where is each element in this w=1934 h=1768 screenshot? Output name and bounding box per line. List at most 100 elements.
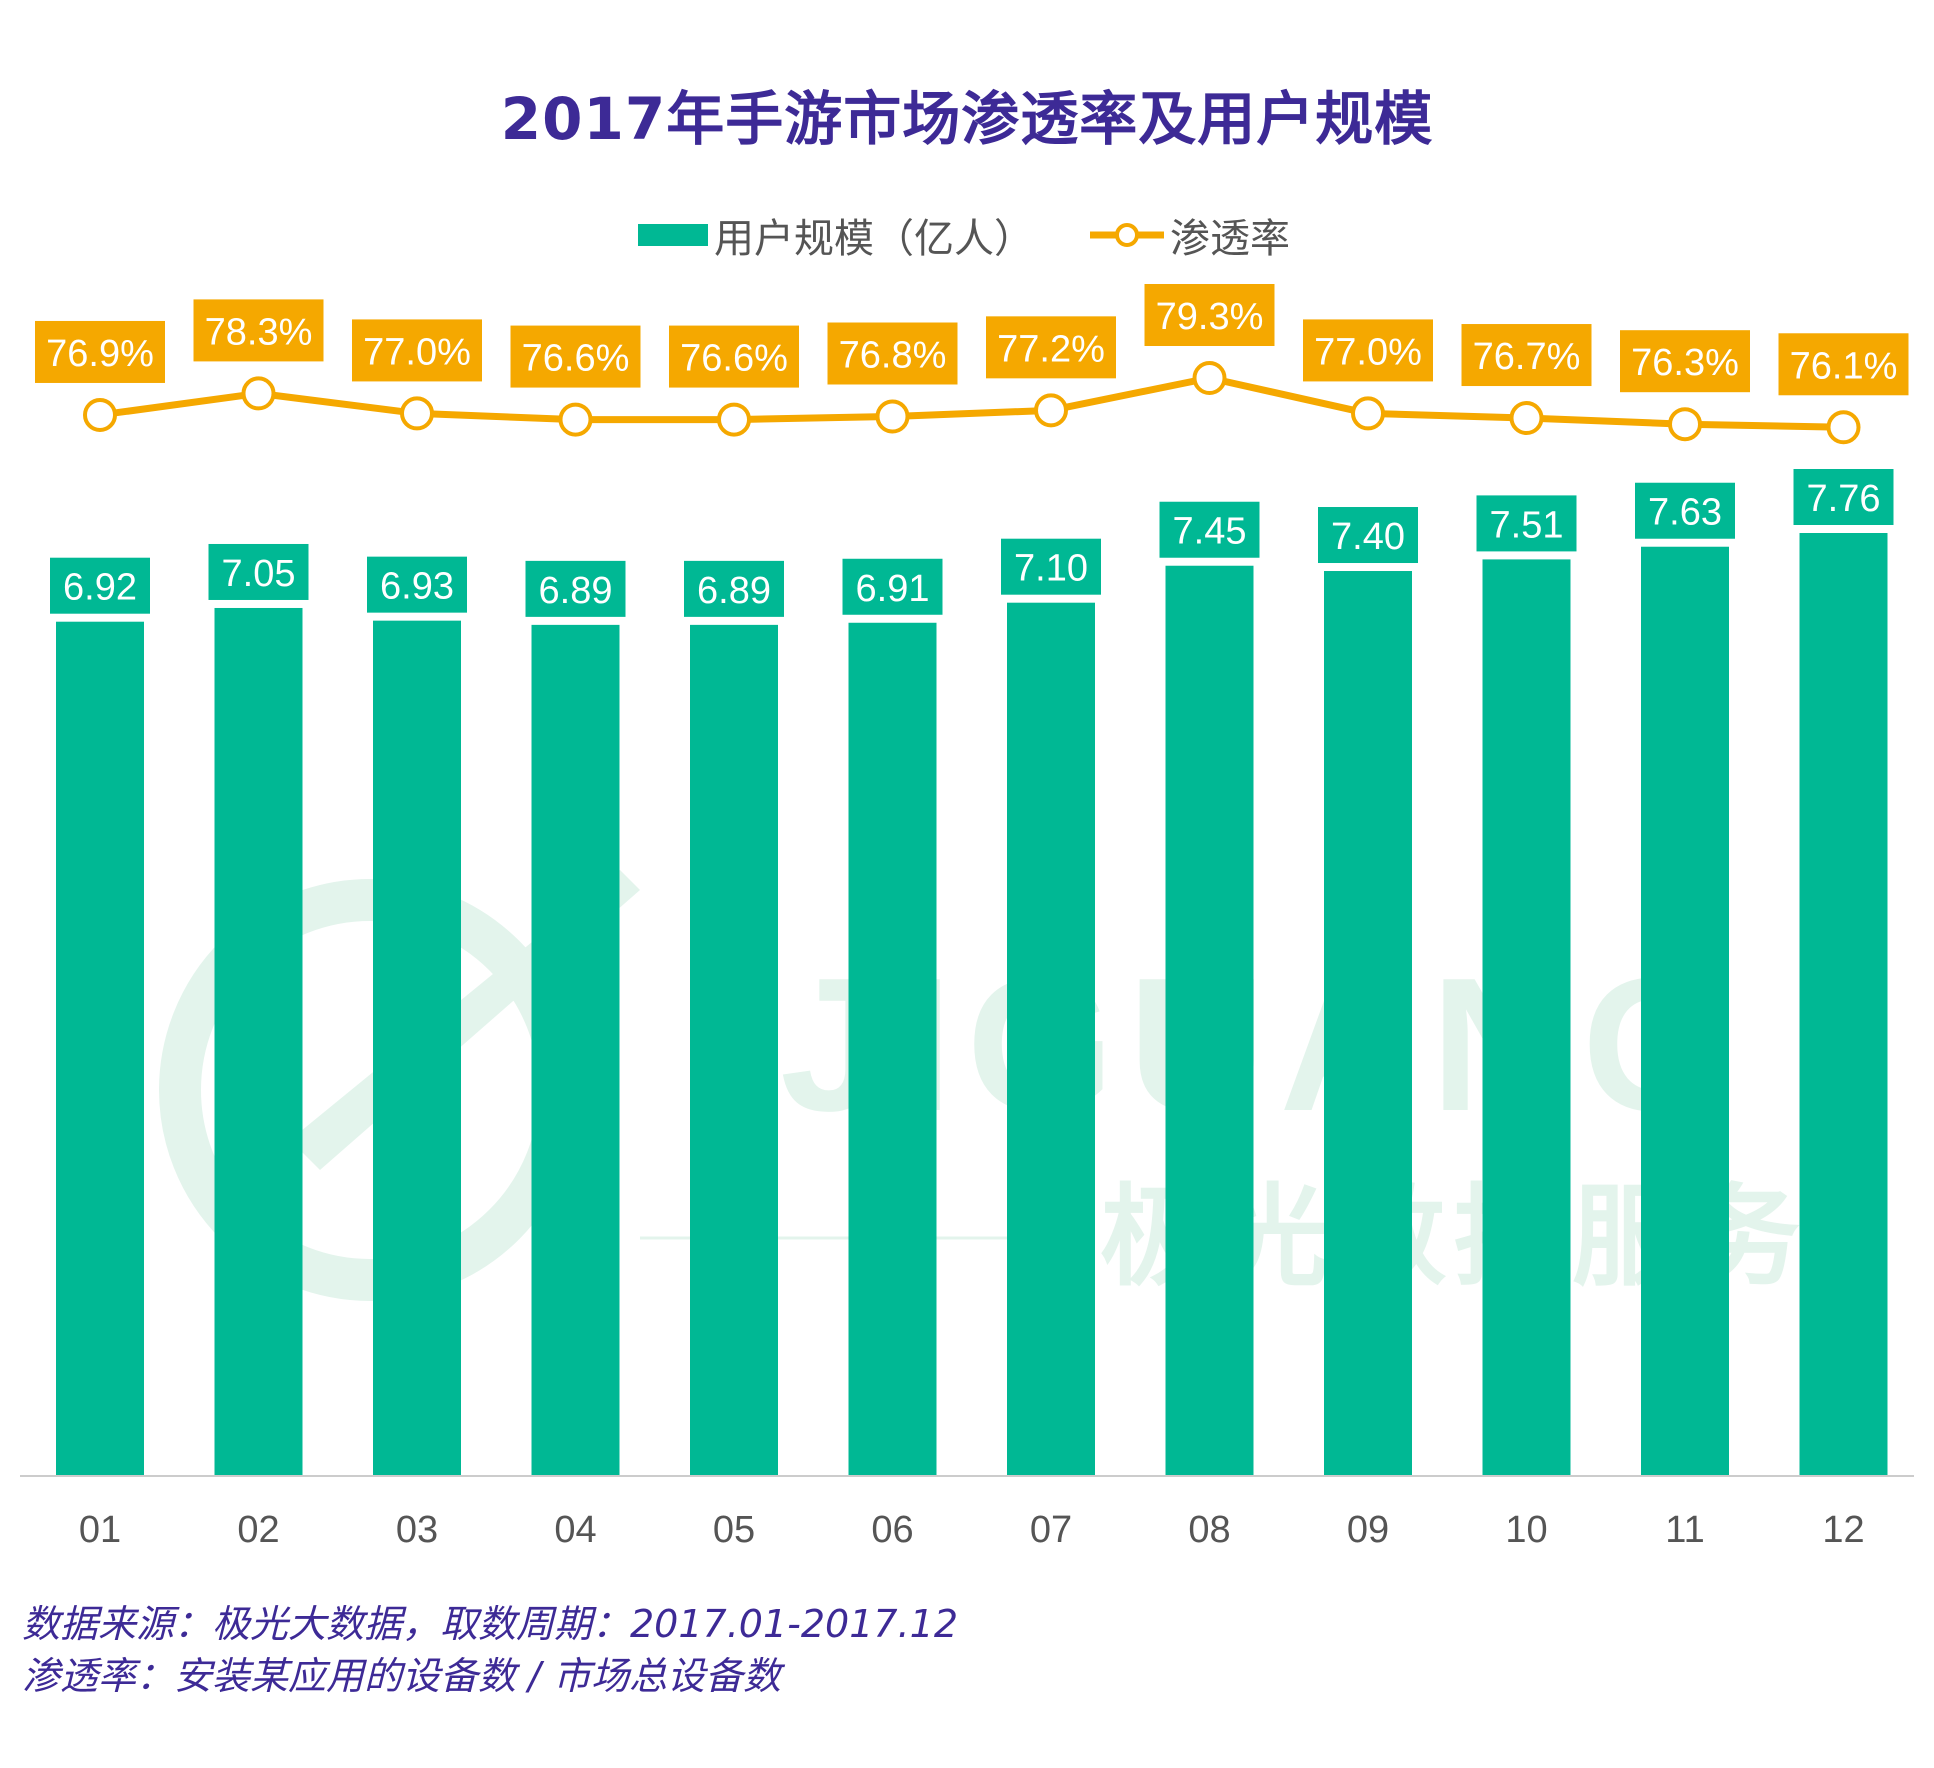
legend-line-label: 渗透率 xyxy=(1170,216,1290,262)
bar-label-box xyxy=(525,560,626,617)
bar-series xyxy=(56,533,1888,1476)
line-point xyxy=(400,396,434,431)
line-label-box xyxy=(1461,324,1592,387)
bar-data-label: 7.51 xyxy=(1490,504,1564,546)
bar xyxy=(1641,546,1729,1476)
bar-label-box xyxy=(208,543,309,600)
chart-area: JIGUANG 极光数据服务 6.92 7.05 6.93 6.89 6.89 6.91 7… xyxy=(20,284,1914,1551)
bar xyxy=(1165,565,1254,1476)
bar-data-label: 7.76 xyxy=(1807,478,1881,520)
bar-label-box xyxy=(1476,495,1577,552)
bar-data-label: 6.89 xyxy=(697,570,771,612)
line-data-label: 76.7% xyxy=(1473,336,1581,378)
x-tick-label: 06 xyxy=(871,1509,913,1551)
line-point xyxy=(875,399,910,434)
bar-data-label: 7.10 xyxy=(1014,548,1088,590)
line-data-label: 76.8% xyxy=(839,335,947,377)
x-tick-label: 05 xyxy=(713,1509,755,1551)
bar-label-box xyxy=(1635,482,1735,539)
line-label-box xyxy=(986,316,1116,379)
watermark-text-latin: JIGUANG xyxy=(780,939,1744,1151)
source-note: 数据来源：极光大数据，取数周期：2017.01-2017.12 xyxy=(22,1602,958,1646)
line-data-label: 76.6% xyxy=(522,338,630,380)
x-tick-label: 12 xyxy=(1822,1509,1864,1551)
x-axis-ticks: 01 02 03 04 05 06 07 08 09 10 11 12 xyxy=(79,1509,1865,1551)
line-label-box xyxy=(669,325,799,388)
chart-title: 2017年手游市场渗透率及用户规模 xyxy=(500,85,1434,153)
line-point xyxy=(1668,407,1702,442)
bar xyxy=(214,607,303,1476)
line-data-label: 77.0% xyxy=(363,331,471,373)
bar-data-label: 6.92 xyxy=(63,567,137,609)
line-point xyxy=(241,376,276,411)
line-label-box xyxy=(1144,284,1275,346)
line-data-label: 76.1% xyxy=(1790,345,1898,387)
line-label-box xyxy=(352,319,482,382)
bar-data-labels: 6.92 7.05 6.93 6.89 6.89 6.91 7.10 7.45 7.40 7.51… xyxy=(50,469,1894,617)
line-label-box xyxy=(510,325,641,388)
bar xyxy=(1482,559,1571,1476)
legend-item-bar: 用户规模（亿人） xyxy=(638,205,1034,265)
line-point xyxy=(1351,396,1385,431)
line-data-label: 78.3% xyxy=(205,311,313,353)
legend-line-swatch xyxy=(1090,223,1164,247)
line-point xyxy=(1034,393,1068,428)
bar xyxy=(848,622,937,1476)
line-data-label: 77.2% xyxy=(997,328,1105,370)
line-label-box xyxy=(1303,319,1433,382)
x-tick-label: 04 xyxy=(554,1509,596,1551)
legend-bar-swatch xyxy=(638,224,708,246)
bar xyxy=(56,621,144,1476)
x-tick-label: 11 xyxy=(1665,1509,1704,1551)
penetration-line xyxy=(99,374,1844,431)
legend-bar-label: 用户规模（亿人） xyxy=(714,216,1034,262)
line-data-label: 76.3% xyxy=(1631,342,1739,384)
bar-data-label: 7.63 xyxy=(1648,492,1722,534)
bar-label-box xyxy=(842,558,943,615)
line-point xyxy=(1509,401,1544,436)
line-label-box xyxy=(827,322,958,385)
bar-label-box xyxy=(50,557,150,614)
x-tick-label: 08 xyxy=(1188,1509,1230,1551)
bar-data-label: 6.91 xyxy=(856,568,930,610)
line-data-label: 77.0% xyxy=(1314,331,1422,373)
line-data-label: 79.3% xyxy=(1156,296,1264,338)
bar-label-box xyxy=(1793,469,1894,525)
line-series xyxy=(83,361,1861,445)
bar-data-label: 6.89 xyxy=(539,570,613,612)
bar-label-box xyxy=(684,560,784,617)
definition-note: 渗透率：安装某应用的设备数 / 市场总设备数 xyxy=(22,1654,781,1698)
bar-label-box xyxy=(367,556,467,613)
bar xyxy=(1324,571,1412,1476)
bar-data-label: 7.45 xyxy=(1173,511,1247,553)
line-point xyxy=(558,402,593,437)
x-tick-label: 01 xyxy=(79,1509,121,1551)
footer: 数据来源：极光大数据，取数周期：2017.01-2017.12 渗透率：安装某应… xyxy=(22,1598,958,1702)
bar xyxy=(1799,533,1888,1476)
bar-data-label: 7.05 xyxy=(222,553,296,595)
legend: 用户规模（亿人） 渗透率 xyxy=(0,205,1934,265)
line-label-box xyxy=(1620,330,1750,393)
bar xyxy=(531,624,620,1476)
line-label-box xyxy=(193,299,324,362)
bar xyxy=(373,620,461,1476)
line-point xyxy=(717,402,751,437)
line-point xyxy=(1826,410,1861,445)
line-data-label: 76.9% xyxy=(46,333,154,375)
line-point xyxy=(1192,361,1227,395)
legend-item-line: 渗透率 xyxy=(1088,205,1290,265)
bar xyxy=(1007,602,1095,1476)
line-data-labels: 76.9% 78.3% 77.0% 76.6% 76.6% 76.8% 77.2% 79.3%… xyxy=(35,284,1909,396)
bar-label-box xyxy=(1001,538,1101,595)
bar-label-box xyxy=(1318,507,1418,564)
line-data-label: 76.6% xyxy=(680,338,788,380)
bar-label-box xyxy=(1159,501,1260,558)
line-point xyxy=(83,397,117,432)
x-tick-label: 02 xyxy=(237,1509,279,1551)
x-tick-label: 09 xyxy=(1347,1509,1389,1551)
x-tick-label: 03 xyxy=(396,1509,438,1551)
x-tick-label: 10 xyxy=(1505,1509,1547,1551)
line-label-box xyxy=(1778,333,1909,396)
bar-data-label: 7.40 xyxy=(1331,516,1405,558)
bar-data-label: 6.93 xyxy=(380,566,454,608)
